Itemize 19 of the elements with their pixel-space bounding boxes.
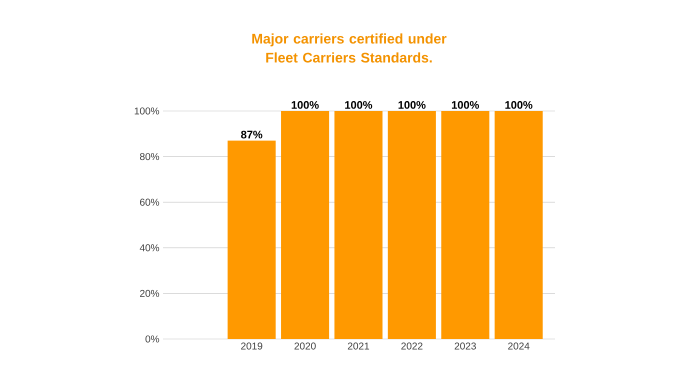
x-tick-label: 2020	[294, 342, 316, 350]
x-tick-label: 2019	[241, 342, 262, 350]
chart-title: Major carriers certified under Fleet Carriers Standards.	[252, 33, 446, 63]
data-label: 87%	[241, 130, 262, 138]
x-tick-label: 2023	[454, 342, 476, 350]
data-label: 100%	[345, 101, 372, 109]
data-label: 100%	[452, 101, 480, 109]
y-tick-label: 80%	[140, 153, 160, 160]
x-tick-label: 2021	[348, 342, 370, 350]
y-tick-label: 60%	[140, 198, 160, 206]
y-tick-label: 20%	[140, 290, 160, 297]
data-label: 100%	[292, 101, 319, 109]
y-tick-label: 40%	[140, 244, 160, 252]
x-tick-label: 2024	[508, 342, 530, 350]
data-label: 100%	[505, 101, 532, 109]
x-tick-label: 2022	[401, 342, 422, 350]
y-tick-label: 0%	[145, 335, 160, 343]
y-tick-label: 100%	[134, 107, 160, 115]
data-label: 100%	[398, 101, 426, 109]
